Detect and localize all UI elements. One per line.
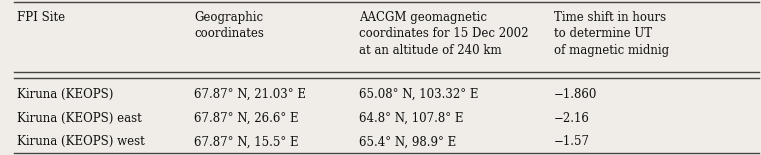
Text: FPI Site: FPI Site	[17, 11, 65, 24]
Text: 65.08° N, 103.32° E: 65.08° N, 103.32° E	[359, 88, 479, 101]
Text: 67.87° N, 21.03° E: 67.87° N, 21.03° E	[194, 88, 306, 101]
Text: Kiruna (KEOPS): Kiruna (KEOPS)	[17, 88, 113, 101]
Text: −2.16: −2.16	[554, 112, 590, 125]
Text: Kiruna (KEOPS) west: Kiruna (KEOPS) west	[17, 135, 145, 148]
Text: −1.860: −1.860	[554, 88, 597, 101]
Text: Geographic
coordinates: Geographic coordinates	[194, 11, 264, 40]
Text: 65.4° N, 98.9° E: 65.4° N, 98.9° E	[359, 135, 457, 148]
Text: 67.87° N, 26.6° E: 67.87° N, 26.6° E	[194, 112, 298, 125]
Text: Time shift in hours
to determine UT
of magnetic midnig: Time shift in hours to determine UT of m…	[554, 11, 669, 57]
Text: 64.8° N, 107.8° E: 64.8° N, 107.8° E	[359, 112, 463, 125]
Text: AACGM geomagnetic
coordinates for 15 Dec 2002
at an altitude of 240 km: AACGM geomagnetic coordinates for 15 Dec…	[359, 11, 529, 57]
Text: Kiruna (KEOPS) east: Kiruna (KEOPS) east	[17, 112, 142, 125]
Text: 67.87° N, 15.5° E: 67.87° N, 15.5° E	[194, 135, 298, 148]
Text: −1.57: −1.57	[554, 135, 590, 148]
